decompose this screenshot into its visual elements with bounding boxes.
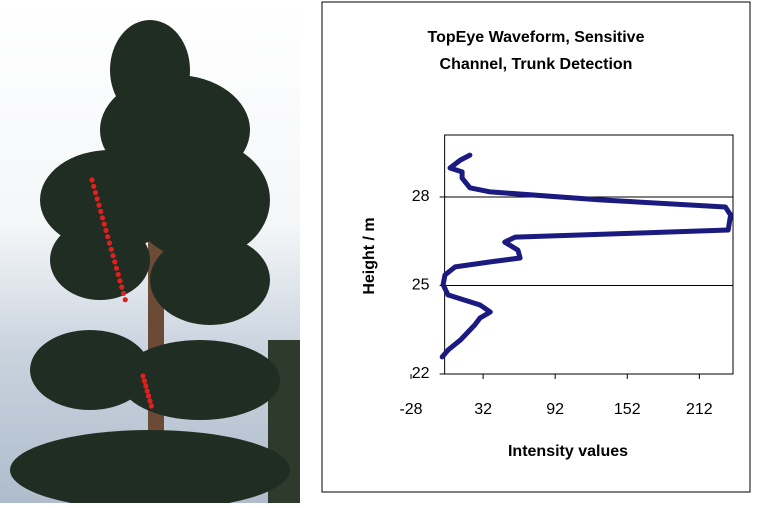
y-tick-label: 25 — [412, 277, 430, 294]
trunk-point — [146, 393, 151, 398]
trunk-point — [140, 373, 145, 378]
x-tick-label: 32 — [474, 401, 492, 418]
trunk-point — [98, 209, 103, 214]
page: Height / m Intensity values 22 25 28 -28 32 9… — [0, 0, 758, 503]
trunk-point — [121, 291, 126, 296]
trunk-point — [123, 297, 128, 302]
trunk-point — [142, 378, 147, 383]
trunk-point — [143, 383, 148, 388]
trunk-point — [149, 403, 154, 408]
x-tick-label: 212 — [686, 401, 713, 418]
trunk-point — [110, 253, 115, 258]
trunk-point — [102, 222, 107, 227]
trunk-point — [105, 234, 110, 239]
y-axis-label: Height / m — [361, 217, 378, 294]
trunk-point — [91, 184, 96, 189]
trunk-point — [109, 247, 114, 252]
trunk-point — [96, 203, 101, 208]
tree-photo — [0, 0, 300, 503]
trunk-point — [100, 215, 105, 220]
chart-title: TopEye Waveform, Sensitive Channel, Trun… — [416, 24, 656, 78]
trunk-point — [107, 240, 112, 245]
y-tick-label: 28 — [412, 188, 430, 205]
trunk-point — [89, 177, 94, 182]
x-tick-label: 152 — [614, 401, 641, 418]
trunk-point — [117, 278, 122, 283]
x-axis-label: Intensity values — [508, 443, 628, 460]
trunk-point — [119, 285, 124, 290]
x-tick-label: 92 — [546, 401, 564, 418]
trunk-point — [112, 259, 117, 264]
trunk-point — [103, 228, 108, 233]
trunk-point — [114, 266, 119, 271]
trunk-point — [95, 196, 100, 201]
y-tick-label: 22 — [412, 365, 430, 382]
trunk-point — [145, 388, 150, 393]
x-tick-label: -28 — [399, 401, 422, 418]
trunk-point — [116, 272, 121, 277]
trunk-point — [93, 190, 98, 195]
trunk-point — [147, 398, 152, 403]
